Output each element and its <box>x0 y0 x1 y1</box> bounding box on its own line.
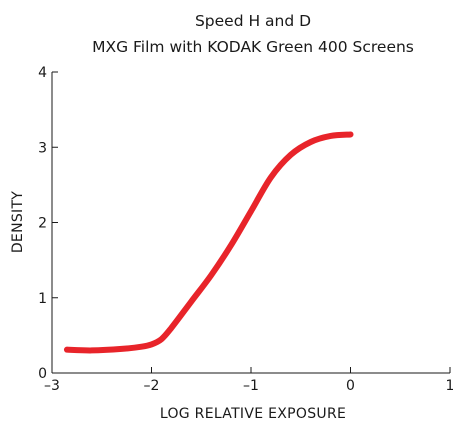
chart-subtitle: MXG Film with KODAK Green 400 Screens <box>92 38 414 56</box>
x-tick-label: –1 <box>243 378 259 394</box>
x-tick-label: –2 <box>144 378 160 394</box>
y-tick-label: 1 <box>38 291 47 307</box>
y-tick-label: 3 <box>38 140 47 156</box>
x-axis-label: LOG RELATIVE EXPOSURE <box>160 406 346 422</box>
x-tick-label: 1 <box>446 378 453 394</box>
x-tick-label: 0 <box>346 378 355 394</box>
y-axis-label: DENSITY <box>10 191 26 253</box>
x-ticks: –3 –2 –1 0 1 <box>44 367 453 394</box>
y-tick-label: 4 <box>38 65 47 81</box>
x-tick-label: –3 <box>44 378 60 394</box>
y-ticks: 0 1 2 3 4 <box>38 65 58 382</box>
density-curve <box>63 131 354 354</box>
plot-area: –3 –2 –1 0 1 0 1 2 3 4 <box>38 65 453 394</box>
y-tick-label: 0 <box>38 366 47 382</box>
chart-title: Speed H and D <box>195 12 311 30</box>
series-layer <box>63 131 354 354</box>
y-tick-label: 2 <box>38 216 47 232</box>
